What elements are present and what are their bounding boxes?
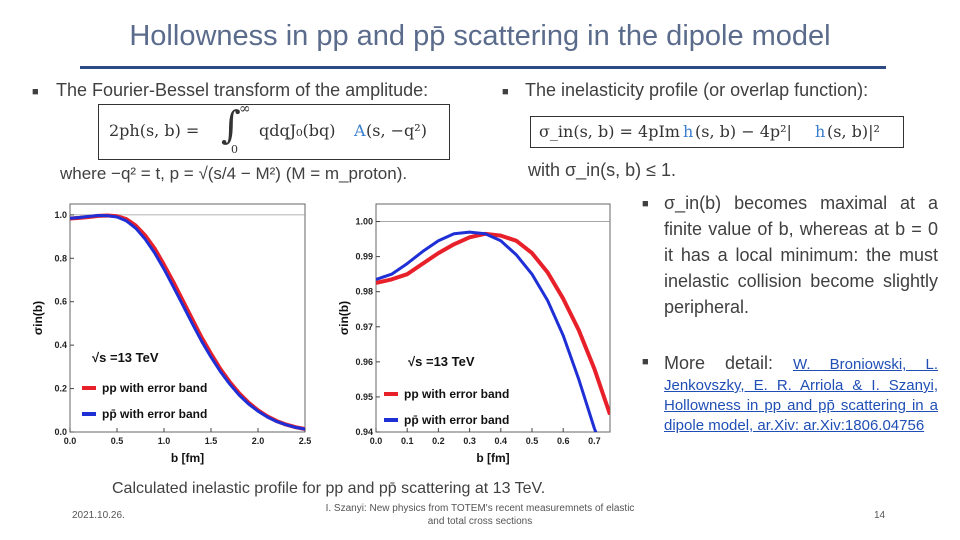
legend-label: pp̄ with error band xyxy=(102,407,207,421)
y-tick-label: 0.98 xyxy=(355,287,373,297)
bullet-marker: ■ xyxy=(502,86,509,98)
eq-h-second: h xyxy=(815,122,826,141)
eq-integrand: qdqJ₀(bq) xyxy=(259,121,336,140)
where-definition: where −q² = t, p = √(s/4 − M²) (M = m_pr… xyxy=(60,164,408,183)
x-tick-label: 0.3 xyxy=(463,436,476,446)
x-tick-label: 0.5 xyxy=(111,436,124,446)
y-tick-label: 0.8 xyxy=(54,253,67,263)
legend-label: pp with error band xyxy=(102,381,207,395)
y-tick-label: 0.2 xyxy=(54,384,67,394)
y-tick-label: 0.6 xyxy=(54,297,67,307)
eq-amplitude-symbol: A xyxy=(354,121,366,140)
integral-sign: ∫ xyxy=(221,103,241,147)
y-tick-label: 0.99 xyxy=(355,252,373,262)
x-tick-label: 0.4 xyxy=(495,436,508,446)
x-tick-label: 0.0 xyxy=(64,436,77,446)
y-tick-label: 0.4 xyxy=(54,340,67,350)
chart-zoom-profile: 0.0 0.1 0.2 0.3 0.4 0.5 0.6 0.7 0.94 0.95 0.96 0.97… xyxy=(330,198,620,478)
y-tick-label: 0.96 xyxy=(355,357,373,367)
y-axis-title: σin(b) xyxy=(31,301,45,335)
right-bullet-text: The inelasticity profile (or overlap fun… xyxy=(525,80,869,100)
x-axis-title: b [fm] xyxy=(171,451,204,465)
x-axis-title: b [fm] xyxy=(476,451,509,465)
x-tick-label: 1.5 xyxy=(205,436,218,446)
x-tick-label: 2.0 xyxy=(252,436,265,446)
x-tick-label: 0.0 xyxy=(370,436,383,446)
x-tick-label: 0.7 xyxy=(588,436,601,446)
y-axis-title: σin(b) xyxy=(337,301,351,335)
y-tick-label: 0.97 xyxy=(355,322,373,332)
more-detail-label: More detail: xyxy=(664,353,793,373)
energy-annotation: √s =13 TeV xyxy=(408,354,475,369)
legend-label: pp with error band xyxy=(404,387,509,401)
bullet-marker: ■ xyxy=(642,356,649,368)
x-tick-label: 0.1 xyxy=(401,436,414,446)
eq-part-c: (s, b)|² xyxy=(827,122,880,141)
bullet-marker: ■ xyxy=(642,198,649,210)
series-line xyxy=(70,214,305,431)
x-tick-label: 0.6 xyxy=(557,436,570,446)
x-tick-label: 0.2 xyxy=(432,436,445,446)
x-tick-label: 1.0 xyxy=(158,436,171,446)
more-detail-block: More detail: W. Broniowski, L. Jenkovszk… xyxy=(664,350,938,436)
eq-arguments: (s, −q²) xyxy=(366,121,427,140)
left-bullet-text: The Fourier-Bessel transform of the ampl… xyxy=(56,80,429,100)
series-line xyxy=(376,230,598,432)
y-tick-label: 0.95 xyxy=(355,392,373,402)
bullet-marker: ■ xyxy=(32,86,39,98)
constraint-text: with σ_in(s, b) ≤ 1. xyxy=(528,160,677,180)
energy-annotation: √s =13 TeV xyxy=(92,350,159,365)
eq-lower-limit: 0 xyxy=(231,143,238,156)
reference-link[interactable]: W. Broniowski, L. Jenkovszky, E. R. Arri… xyxy=(664,356,938,434)
page-title: Hollowness in pp and pp̄ scattering in t… xyxy=(129,20,831,52)
fourier-bessel-equation: 2ph(s, b) = ∫ ∞ 0 qdqJ₀(bq) A (s, −q²) xyxy=(98,101,450,160)
title-underline xyxy=(80,66,886,69)
x-tick-label: 0.5 xyxy=(526,436,539,446)
y-tick-label: 1.00 xyxy=(355,217,373,227)
eq-h-first: h xyxy=(683,122,694,141)
eq-lhs: 2ph(s, b) = xyxy=(109,121,200,140)
chart-full-profile: 0.0 0.5 1.0 1.5 2.0 2.5 0.0 0.2 0.4 0.6 0.8 1.0 b [f… xyxy=(30,198,315,478)
y-tick-label: 0.0 xyxy=(54,427,67,437)
eq-part-a: σ_in(s, b) = 4pIm xyxy=(539,122,680,141)
eq-upper-limit: ∞ xyxy=(239,101,251,117)
plot-frame xyxy=(69,203,306,433)
x-tick-label: 2.5 xyxy=(299,436,312,446)
hollowness-explanation: σ_in(b) becomes maximal at a finite valu… xyxy=(664,193,938,317)
chart-zoom-svg: 0.0 0.1 0.2 0.3 0.4 0.5 0.6 0.7 0.94 0.95 0.96 0.97… xyxy=(337,203,611,465)
series-line xyxy=(376,231,610,416)
y-tick-label: 1.0 xyxy=(54,210,67,220)
eq-part-b: (s, b) − 4p²| xyxy=(695,122,792,141)
footer-title: I. Szanyi: New physics from TOTEM's rece… xyxy=(325,503,635,527)
inelasticity-equation: σ_in(s, b) = 4pIm h (s, b) − 4p²| h (s, … xyxy=(530,116,904,148)
footer-date: 2021.10.26. xyxy=(72,510,125,521)
figure-caption: Calculated inelastic profile for pp and … xyxy=(112,480,546,497)
legend-label: pp̄ with error band xyxy=(404,413,509,427)
chart-full-svg: 0.0 0.5 1.0 1.5 2.0 2.50.00.20.40.60.81.0b [f… xyxy=(31,203,312,465)
y-tick-label: 0.94 xyxy=(355,427,373,437)
footer-page-number: 14 xyxy=(874,510,886,521)
